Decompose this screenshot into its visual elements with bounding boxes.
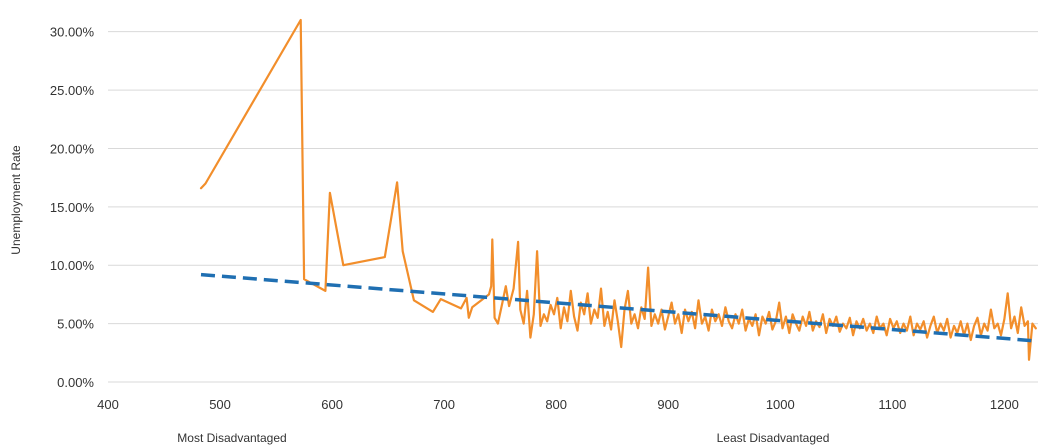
series-layer [199, 18, 1039, 361]
x-axis: 400 500 600 700 800 900 1000 1100 1200 [97, 397, 1019, 412]
x-tick-label: 1000 [766, 397, 795, 412]
unemployment-rate-series [199, 18, 1037, 361]
x-tick-label: 500 [209, 397, 231, 412]
y-tick-label: 5.00% [57, 317, 94, 332]
y-tick-label: 20.00% [50, 141, 95, 156]
x-tick-label: 400 [97, 397, 119, 412]
y-tick-label: 0.00% [57, 375, 94, 390]
x-tick-label: 600 [321, 397, 343, 412]
x-tick-label: 900 [657, 397, 679, 412]
x-tick-label: 1100 [878, 397, 906, 412]
x-tick-label: 800 [545, 397, 567, 412]
x-end-label-left: Most Disadvantaged [177, 431, 286, 445]
grid [108, 31, 1038, 383]
y-axis-title: Unemployment Rate [9, 145, 23, 255]
x-end-label-right: Least Disadvantaged [717, 431, 830, 445]
x-tick-label: 1200 [990, 397, 1019, 412]
y-tick-label: 25.00% [50, 83, 95, 98]
y-tick-label: 30.00% [50, 25, 95, 40]
y-axis: 0.00% 5.00% 10.00% 15.00% 20.00% 25.00% 30.00% [50, 25, 95, 390]
y-tick-label: 15.00% [50, 200, 95, 215]
trendline-series [200, 272, 1039, 343]
x-tick-label: 700 [433, 397, 455, 412]
y-tick-label: 10.00% [50, 258, 95, 273]
